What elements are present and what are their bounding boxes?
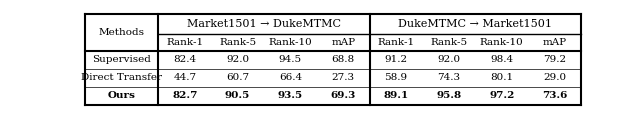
Text: 60.7: 60.7 <box>226 73 249 82</box>
Text: mAP: mAP <box>331 38 355 47</box>
Text: Rank-1: Rank-1 <box>378 38 415 47</box>
Text: 66.4: 66.4 <box>279 73 302 82</box>
Text: Direct Transfer: Direct Transfer <box>81 73 162 82</box>
Text: 98.4: 98.4 <box>490 55 513 64</box>
Text: 82.7: 82.7 <box>172 91 198 100</box>
Text: mAP: mAP <box>543 38 566 47</box>
Text: Rank-10: Rank-10 <box>480 38 524 47</box>
Text: 92.0: 92.0 <box>226 55 249 64</box>
Text: Ours: Ours <box>108 91 136 100</box>
Text: DukeMTMC → Market1501: DukeMTMC → Market1501 <box>398 19 552 29</box>
Text: 97.2: 97.2 <box>489 91 515 100</box>
Text: Rank-1: Rank-1 <box>166 38 204 47</box>
Text: 27.3: 27.3 <box>332 73 355 82</box>
Text: Supervised: Supervised <box>92 55 151 64</box>
Text: 90.5: 90.5 <box>225 91 250 100</box>
Text: 29.0: 29.0 <box>543 73 566 82</box>
Text: 73.6: 73.6 <box>542 91 567 100</box>
Text: 69.3: 69.3 <box>331 91 356 100</box>
Text: 44.7: 44.7 <box>173 73 196 82</box>
Text: Methods: Methods <box>99 28 145 37</box>
Text: 89.1: 89.1 <box>383 91 409 100</box>
Text: 91.2: 91.2 <box>385 55 408 64</box>
Text: 68.8: 68.8 <box>332 55 355 64</box>
Text: 79.2: 79.2 <box>543 55 566 64</box>
Text: Rank-5: Rank-5 <box>430 38 467 47</box>
Text: 93.5: 93.5 <box>278 91 303 100</box>
Text: Rank-5: Rank-5 <box>219 38 256 47</box>
Text: 58.9: 58.9 <box>385 73 408 82</box>
Text: Rank-10: Rank-10 <box>269 38 312 47</box>
Text: 95.8: 95.8 <box>436 91 461 100</box>
Text: 94.5: 94.5 <box>279 55 302 64</box>
Text: 92.0: 92.0 <box>437 55 460 64</box>
Text: 80.1: 80.1 <box>490 73 513 82</box>
Text: 74.3: 74.3 <box>437 73 460 82</box>
Text: Market1501 → DukeMTMC: Market1501 → DukeMTMC <box>187 19 341 29</box>
Text: 82.4: 82.4 <box>173 55 196 64</box>
